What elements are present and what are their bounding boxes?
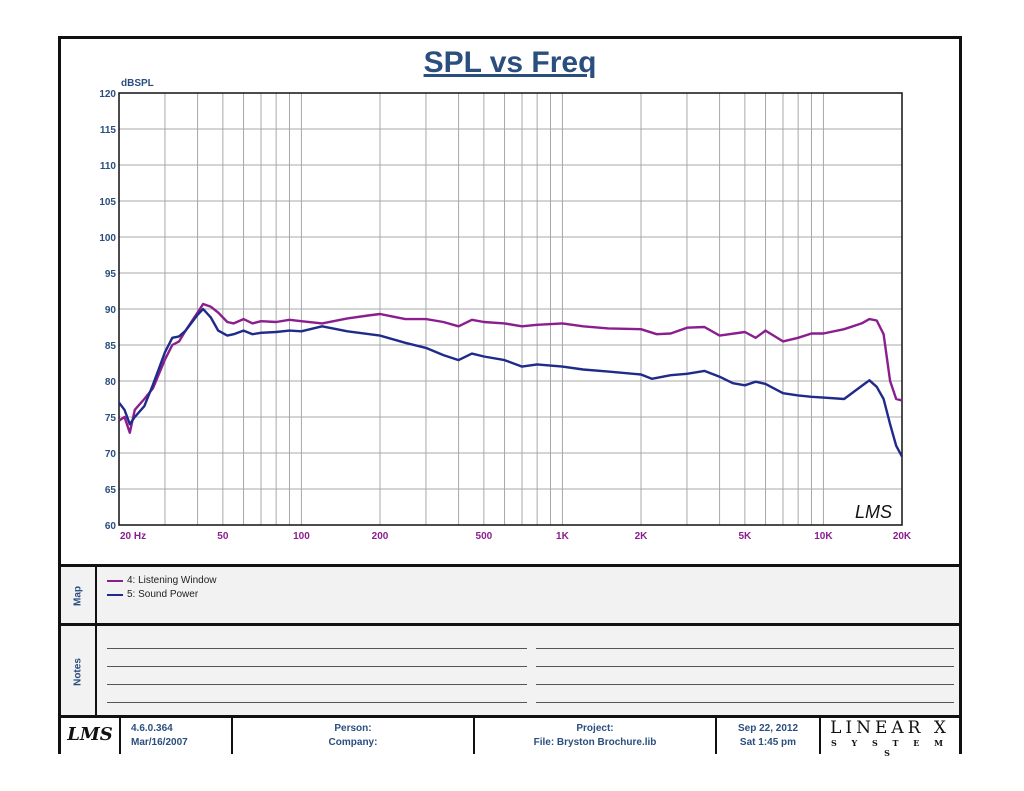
- x-tick-label: 200: [372, 531, 389, 542]
- map-label: Map: [72, 586, 84, 606]
- legend-item-listening-window: 4: Listening Window: [107, 575, 217, 586]
- report-time: Sat 1:45 pm: [739, 737, 797, 748]
- note-line: [107, 648, 527, 649]
- y-tick-label: 90: [105, 305, 117, 316]
- footer-logo-cell: LMS: [61, 718, 121, 754]
- footer-date-cell: Sep 22, 2012 Sat 1:45 pm: [717, 718, 821, 754]
- brand-top: LINEAR X: [830, 718, 950, 738]
- y-tick-label: 110: [100, 161, 117, 172]
- y-tick-label: 100: [99, 233, 116, 244]
- y-tick-label: 70: [105, 449, 117, 460]
- x-tick-label: 20 Hz: [120, 531, 146, 542]
- legend-label: 5: Sound Power: [127, 589, 199, 600]
- map-band: Map 4: Listening Window 5: Sound Power: [61, 564, 959, 625]
- note-line: [107, 666, 527, 667]
- note-line: [536, 648, 954, 649]
- note-line: [536, 684, 954, 685]
- company-label: Company:: [328, 737, 378, 748]
- y-tick-label: 105: [99, 197, 116, 208]
- series: [118, 302, 904, 458]
- y-axis-label: dBSPL: [121, 78, 154, 89]
- footer-person-cell: Person: Company:: [233, 718, 475, 754]
- x-tick-label: 1K: [556, 531, 570, 542]
- y-tick-label: 65: [105, 485, 117, 496]
- report-date: Sep 22, 2012: [737, 723, 799, 734]
- lms-watermark: LMS: [855, 502, 892, 522]
- axes: 60 65 70 75 80 85 90 95 100 105 110 115 120 20 Hz 50 10…: [99, 89, 912, 542]
- note-line: [107, 684, 527, 685]
- notes-label: Notes: [72, 657, 84, 686]
- x-tick-label: 100: [293, 531, 310, 542]
- legend-swatch-sound-power: [107, 593, 123, 596]
- page-title: SPL vs Freq: [423, 46, 597, 79]
- person-label: Person:: [334, 723, 372, 734]
- plot-border: [118, 92, 903, 526]
- y-tick-label: 60: [105, 521, 117, 532]
- notes-band: Notes: [61, 623, 959, 717]
- version: 4.6.0.364: [131, 723, 173, 734]
- grid: [118, 92, 903, 526]
- footer-band: LMS 4.6.0.364 Mar/16/2007 Person: Compan…: [61, 715, 959, 758]
- map-side: Map: [61, 567, 97, 625]
- x-tick-label: 5K: [738, 531, 752, 542]
- project-label: Project:: [576, 723, 614, 734]
- x-tick-label: 20K: [893, 531, 912, 542]
- footer-project-cell: Project: File: Bryston Brochure.lib: [475, 718, 717, 754]
- y-tick-label: 75: [105, 413, 117, 424]
- x-tick-label: 50: [217, 531, 229, 542]
- chart: 60 65 70 75 80 85 90 95 100 105 110 115 120 20 Hz 50 10…: [99, 78, 912, 542]
- note-line: [536, 666, 954, 667]
- file-name: File: Bryston Brochure.lib: [533, 737, 657, 748]
- notes-side: Notes: [61, 626, 97, 717]
- y-tick-label: 80: [105, 377, 117, 388]
- x-tick-label: 10K: [814, 531, 833, 542]
- brand-bottom: S Y S T E M S: [830, 738, 950, 758]
- x-tick-label: 500: [476, 531, 493, 542]
- y-tick-label: 115: [100, 125, 117, 136]
- report-frame: Map 4: Listening Window 5: Sound Power N…: [58, 36, 962, 758]
- note-line: [107, 702, 527, 703]
- legend-label: 4: Listening Window: [127, 575, 217, 586]
- legend-item-sound-power: 5: Sound Power: [107, 589, 198, 600]
- lms-logo: LMS: [67, 724, 113, 745]
- y-tick-label: 85: [105, 341, 117, 352]
- y-tick-label: 120: [99, 89, 116, 100]
- y-tick-label: 95: [105, 269, 117, 280]
- footer-brand-cell: LINEAR X S Y S T E M S: [821, 718, 959, 758]
- version-date: Mar/16/2007: [131, 737, 188, 748]
- series-sound-power: [118, 307, 904, 458]
- legend-swatch-listening: [107, 579, 123, 582]
- note-line: [536, 702, 954, 703]
- footer-version-cell: 4.6.0.364 Mar/16/2007: [121, 718, 233, 754]
- x-tick-label: 2K: [635, 531, 649, 542]
